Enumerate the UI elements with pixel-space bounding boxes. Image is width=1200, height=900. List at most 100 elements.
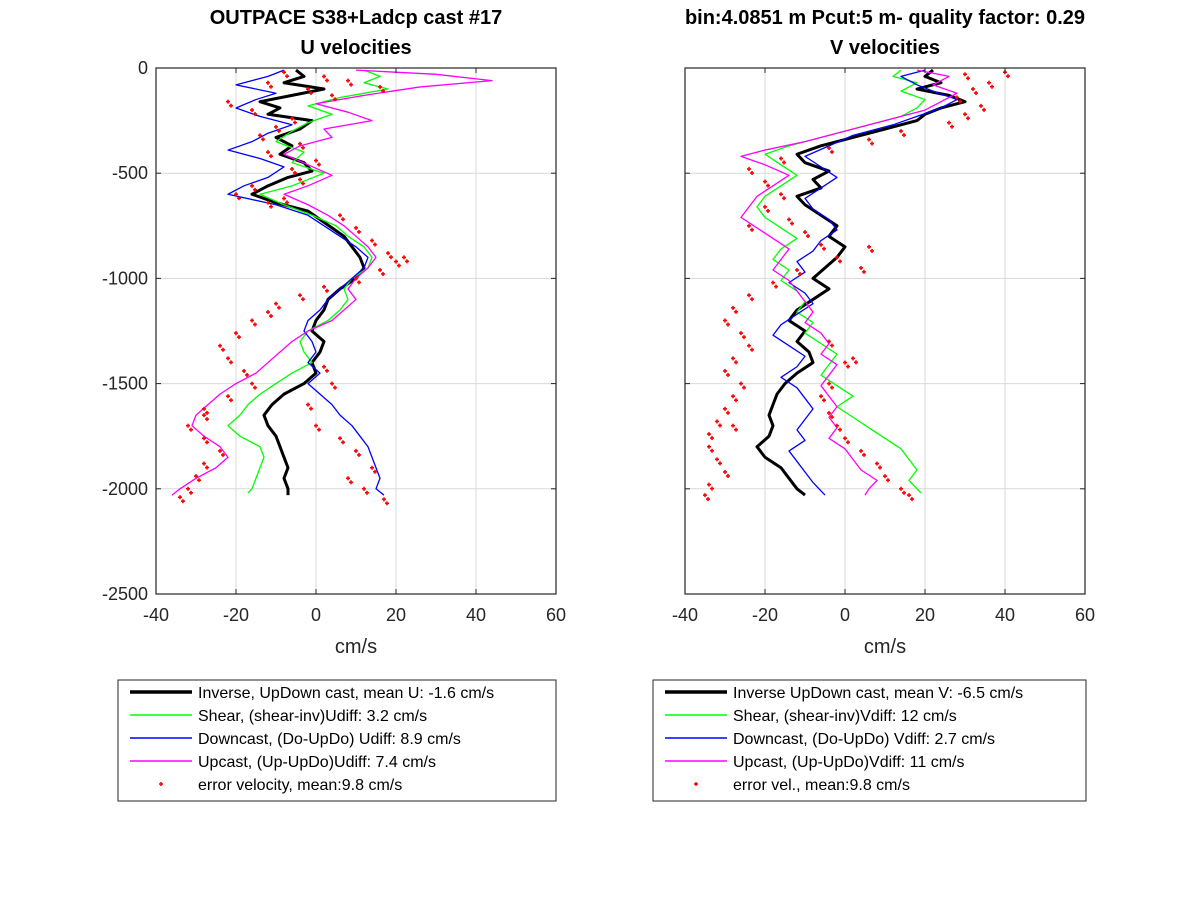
v-velocity-panel: bin:4.0851 m Pcut:5 m- quality factor: 0… (652, 7, 1095, 802)
v-error-point-33 (707, 432, 714, 441)
u-error-point-47 (382, 497, 389, 506)
v-error-point-13 (763, 179, 770, 188)
u-error-point-35 (186, 423, 193, 432)
v-series-4-error-dots (703, 70, 1010, 502)
v-error-point-23 (731, 305, 738, 314)
v-error-point-34 (707, 444, 714, 453)
u-error-point-29 (218, 343, 225, 352)
u-error-point-9 (298, 141, 305, 150)
u-error-point-0 (282, 70, 289, 79)
u-legend-entry-3: Upcast, (Up-UpDo)Udiff: 7.4 cm/s (130, 754, 436, 771)
u-error-point-24 (298, 293, 305, 302)
u-velocity-panel: OUTPACE S38+Ladcp cast #17 U velocities … (102, 7, 566, 802)
v-legend-label-1: Shear, (shear-inv)Vdiff: 12 cm/s (733, 708, 957, 725)
u-ytick-label-5: -2500 (102, 584, 148, 604)
u-panel-title-line-2: U velocities (300, 37, 411, 59)
u-error-point-10 (266, 150, 273, 159)
u-error-point-8 (258, 133, 265, 142)
v-error-point-11 (779, 156, 786, 165)
v-error-point-25 (739, 331, 746, 340)
u-error-point-43 (354, 448, 361, 457)
v-error-point-49 (883, 474, 890, 483)
v-x-axis-label: cm/s (864, 636, 906, 658)
u-x-axis-label: cm/s (335, 636, 377, 658)
u-legend-label-0: Inverse, UpDown cast, mean U: -1.6 cm/s (198, 685, 494, 702)
v-error-point-55 (731, 423, 738, 432)
v-xtick-label-5: 60 (1075, 605, 1095, 625)
u-error-point-55 (282, 196, 289, 205)
v-series-2-line (772, 69, 958, 496)
v-error-point-5 (979, 103, 986, 112)
u-ytick-label-0: 0 (138, 58, 148, 78)
v-xtick-label-0: -40 (672, 605, 698, 625)
u-panel-title-line-1: OUTPACE S38+Ladcp cast #17 (210, 7, 503, 29)
v-error-point-32 (715, 419, 722, 428)
v-error-point-0 (963, 72, 970, 81)
u-legend-label-2: Downcast, (Do-UpDo) Udiff: 8.9 cm/s (198, 731, 461, 748)
u-legend-entry-2: Downcast, (Do-UpDo) Udiff: 8.9 cm/s (130, 731, 461, 748)
u-gridlines (156, 68, 556, 594)
v-error-point-19 (835, 255, 842, 264)
v-error-point-15 (763, 204, 770, 213)
u-ytick-label-1: -500 (112, 163, 148, 183)
v-error-point-39 (827, 339, 834, 348)
v-error-point-45 (835, 423, 842, 432)
u-error-point-1 (322, 74, 329, 83)
u-error-point-14 (234, 192, 241, 201)
u-ytick-label-3: -1500 (102, 374, 148, 394)
v-error-point-12 (747, 166, 754, 175)
u-error-point-5 (250, 108, 257, 117)
v-error-point-21 (771, 280, 778, 289)
v-legend-entry-3: Upcast, (Up-UpDo)Vdiff: 11 cm/s (665, 754, 964, 771)
v-error-point-3 (971, 87, 978, 96)
v-legend-label-4: error vel., mean:9.8 cm/s (733, 777, 910, 794)
u-error-point-34 (202, 406, 209, 415)
u-error-point-22 (354, 276, 361, 285)
v-legend-entry-1: Shear, (shear-inv)Vdiff: 12 cm/s (665, 708, 957, 725)
u-error-point-30 (226, 356, 233, 365)
u-series-3-line (171, 69, 493, 496)
v-error-point-42 (827, 381, 834, 390)
u-error-point-17 (354, 225, 361, 234)
v-error-point-43 (819, 394, 826, 403)
u-error-point-28 (234, 331, 241, 340)
v-series-layer (703, 68, 1010, 502)
u-plot-frame (155, 67, 557, 595)
u-series-4-error-dots (178, 70, 409, 506)
v-error-point-2 (987, 80, 994, 89)
v-xtick-label-1: -20 (752, 605, 778, 625)
v-legend-entry-0: Inverse UpDown cast, mean V: -6.5 cm/s (665, 685, 1023, 702)
v-error-point-41 (851, 356, 858, 365)
u-error-point-19 (386, 251, 393, 260)
v-error-point-38 (703, 493, 710, 502)
v-legend-label-0: Inverse UpDown cast, mean V: -6.5 cm/s (733, 685, 1023, 702)
u-xtick-label-0: -40 (143, 605, 169, 625)
u-error-point-32 (250, 381, 257, 390)
u-error-point-48 (322, 364, 329, 373)
u-legend-label-4: error velocity, mean:9.8 cm/s (198, 777, 402, 794)
u-error-point-46 (362, 486, 369, 495)
u-legend-entry-1: Shear, (shear-inv)Udiff: 3.2 cm/s (130, 708, 427, 725)
u-error-point-54 (250, 183, 257, 192)
v-gridlines (685, 68, 1085, 594)
v-error-point-44 (827, 411, 834, 420)
u-ytick-label-4: -2000 (102, 479, 148, 499)
u-error-point-45 (346, 476, 353, 485)
v-legend-label-3: Upcast, (Up-UpDo)Vdiff: 11 cm/s (733, 754, 964, 771)
u-error-point-7 (274, 124, 281, 133)
u-error-point-6 (290, 116, 297, 125)
u-error-point-16 (338, 213, 345, 222)
u-legend-label-3: Upcast, (Up-UpDo)Udiff: 7.4 cm/s (198, 754, 436, 771)
u-error-point-4 (226, 99, 233, 108)
u-error-point-12 (290, 166, 297, 175)
v-error-point-17 (803, 230, 810, 239)
v-tick-layer: -40 -20 0 20 40 60 (672, 67, 1095, 625)
v-plot-frame (684, 67, 1086, 595)
v-error-point-37 (707, 482, 714, 491)
v-error-point-9 (867, 137, 874, 146)
u-error-point-53 (330, 93, 337, 102)
v-error-point-14 (779, 192, 786, 201)
v-panel-title-line-2: V velocities (830, 37, 940, 59)
v-legend: Inverse UpDown cast, mean V: -6.5 cm/s Sh… (652, 679, 1087, 802)
